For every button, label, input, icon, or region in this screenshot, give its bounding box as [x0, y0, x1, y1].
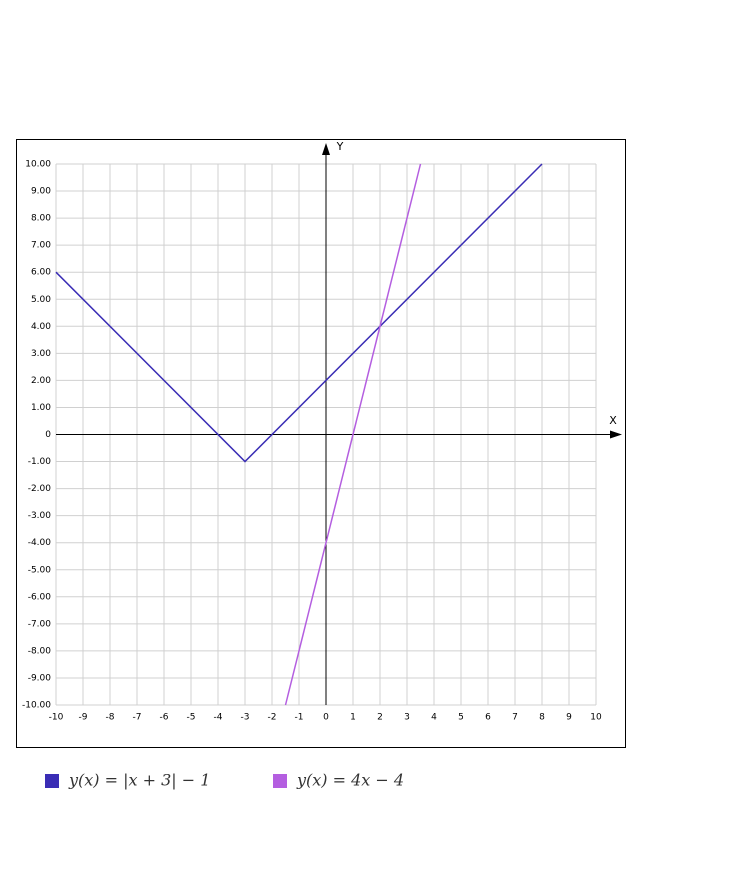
x-tick-label: 9 — [566, 713, 572, 723]
y-tick-label: 5.00 — [31, 295, 51, 305]
y-tick-label: 6.00 — [31, 268, 51, 278]
x-tick-label: -9 — [79, 713, 88, 723]
y-tick-label: -5.00 — [28, 565, 52, 575]
legend-swatch — [45, 774, 59, 788]
x-tick-label: -1 — [295, 713, 304, 723]
y-tick-label: -9.00 — [28, 673, 52, 683]
plot — [55, 163, 543, 706]
y-axis-arrow — [322, 143, 330, 155]
x-tick-label: 5 — [458, 713, 464, 723]
y-tick-label: -4.00 — [28, 538, 52, 548]
y-tick-label: 7.00 — [31, 241, 51, 251]
axes — [56, 143, 622, 705]
y-tick-label: -8.00 — [28, 646, 52, 656]
y-tick-label: -2.00 — [28, 484, 52, 494]
y-tick-label: 10.00 — [25, 160, 51, 170]
x-axis-label: X — [609, 414, 617, 427]
frame — [16, 139, 626, 748]
x-tick-label: 7 — [512, 713, 518, 723]
y-tick-label: 0 — [45, 430, 51, 440]
x-tick-label: -10 — [49, 713, 64, 723]
x-tick-label: 4 — [431, 713, 437, 723]
x-tick-label: -5 — [187, 713, 196, 723]
y-tick-label: 1.00 — [31, 403, 51, 413]
y-tick-label: 2.00 — [31, 376, 51, 386]
x-tick-label: -7 — [133, 713, 142, 723]
series-line — [55, 163, 543, 463]
series-line — [284, 163, 422, 706]
x-tick-label: 0 — [323, 713, 329, 723]
y-tick-label: 4.00 — [31, 322, 51, 332]
y-tick-label: 3.00 — [31, 349, 51, 359]
y-tick-label: -3.00 — [28, 511, 52, 521]
labels: -10 -9 -8 -7 -6 -5 -4 -3 -2 -1 0 1 2 3 4 5 6 7 8 9 1010.009.… — [22, 140, 617, 723]
y-axis-label: Y — [336, 140, 344, 153]
legend-swatch — [273, 774, 287, 788]
x-tick-label: -3 — [241, 713, 250, 723]
y-tick-label: 8.00 — [31, 214, 51, 224]
x-axis-arrow — [610, 430, 622, 439]
x-tick-label: 3 — [404, 713, 410, 723]
y-tick-label: 9.00 — [31, 187, 51, 197]
x-tick-label: 2 — [377, 713, 383, 723]
x-tick-label: 6 — [485, 713, 491, 723]
legend-label: y(x) = |x + 3| − 1 — [68, 771, 210, 790]
x-tick-label: -4 — [214, 713, 223, 723]
y-tick-label: -10.00 — [22, 701, 51, 711]
x-tick-label: -2 — [268, 713, 277, 723]
legend-label: y(x) = 4x − 4 — [296, 771, 404, 790]
x-tick-label: -6 — [160, 713, 169, 723]
y-tick-label: -7.00 — [28, 619, 52, 629]
x-tick-label: 10 — [590, 713, 602, 723]
x-tick-label: 8 — [539, 713, 545, 723]
y-tick-label: -6.00 — [28, 592, 52, 602]
y-tick-label: -1.00 — [28, 457, 52, 467]
x-tick-label: 1 — [350, 713, 356, 723]
legend: y(x) = |x + 3| − 1 y(x) = 4x − 4 — [45, 771, 404, 790]
x-tick-label: -8 — [106, 713, 115, 723]
